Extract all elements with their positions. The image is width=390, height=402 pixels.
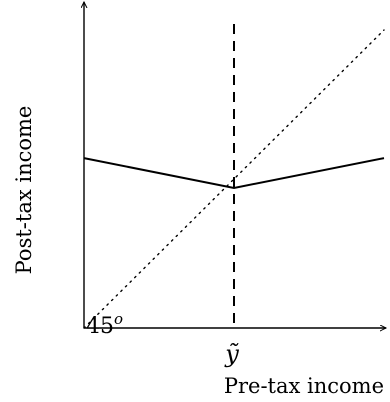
x-axis-label: Pre-tax income — [224, 374, 384, 398]
angle-label: 45o — [86, 310, 123, 339]
threshold-tick-label: ỹ — [224, 340, 239, 368]
forty-five-degree-line — [83, 29, 385, 329]
y-axis-label: Post-tax income — [12, 106, 36, 275]
post-tax-income-line — [83, 157, 385, 189]
